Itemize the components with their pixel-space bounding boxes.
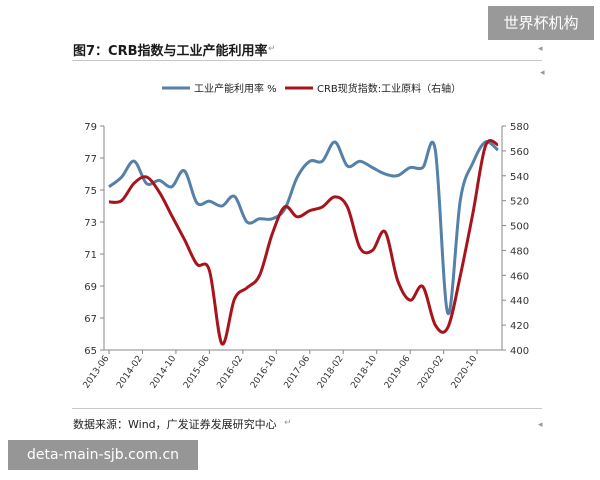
x-tick-label: 2016-10 — [249, 354, 279, 391]
x-tick-label: 2020-10 — [450, 354, 480, 391]
y-left-tick-label: 77 — [84, 154, 97, 165]
y-left-tick-label: 79 — [84, 122, 97, 133]
axes: 65 67 69 71 73 75 77 79 400 420 440 460 480 500 520 540… — [82, 122, 529, 391]
y-right-tick-label: 460 — [510, 271, 529, 282]
x-tick-label: 2016-02 — [216, 354, 246, 391]
x-tick-label: 2018-02 — [316, 354, 346, 391]
y-right-tick-label: 540 — [510, 172, 529, 183]
y-left-tick-label: 73 — [84, 218, 97, 229]
source-paragraph-mark: ↵ — [284, 418, 292, 428]
source-note: 数据来源：Wind，广发证券发展研究中心 — [73, 418, 277, 431]
y-right-tick-label: 400 — [510, 346, 529, 357]
series-layer — [108, 139, 499, 346]
legend: 工业产能利用率 % CRB现货指数:工业原料（右轴） — [162, 82, 461, 95]
y-right-tick-label: 420 — [510, 321, 529, 332]
corner-mark-mid: ◂ — [540, 68, 545, 78]
x-tick-label: 2013-06 — [82, 354, 112, 391]
x-tick-label: 2019-06 — [383, 354, 413, 391]
chart-title: 图7：CRB指数与工业产能利用率 — [73, 44, 268, 59]
y-left-tick-label: 65 — [84, 346, 97, 357]
y-right-tick-label: 480 — [510, 246, 529, 257]
y-right-tick-label: 440 — [510, 296, 529, 307]
watermark-top-right: 世界杯机构 — [488, 6, 594, 40]
bottom-rule — [72, 408, 542, 409]
y-right-tick-label: 520 — [510, 197, 529, 208]
y-left-tick-label: 75 — [84, 186, 97, 197]
paragraph-mark: ↵ — [268, 44, 276, 54]
legend-label-capacity: 工业产能利用率 % — [194, 82, 277, 95]
top-rule — [72, 60, 542, 61]
legend-label-crb: CRB现货指数:工业原料（右轴） — [317, 82, 461, 95]
watermark-bottom-left: deta-main-sjb.com.cn — [8, 440, 198, 470]
x-tick-label: 2015-06 — [182, 354, 212, 391]
y-left-tick-label: 69 — [84, 282, 97, 293]
y-right-tick-label: 580 — [510, 122, 529, 133]
corner-mark-top: ◂ — [538, 44, 543, 54]
y-right-tick-label: 560 — [510, 147, 529, 158]
corner-mark-bottom: ◂ — [538, 420, 543, 430]
y-left-tick-label: 67 — [84, 314, 97, 325]
x-tick-label: 2014-10 — [149, 354, 179, 391]
series-line-crb — [108, 139, 499, 346]
x-tick-label: 2017-06 — [282, 354, 312, 391]
y-left-tick-label: 71 — [84, 250, 97, 261]
x-tick-label: 2020-02 — [416, 354, 446, 391]
x-tick-label: 2014-02 — [115, 354, 145, 391]
series-line-capacity — [108, 140, 499, 315]
y-right-tick-label: 500 — [510, 222, 529, 233]
x-tick-label: 2018-10 — [349, 354, 379, 391]
